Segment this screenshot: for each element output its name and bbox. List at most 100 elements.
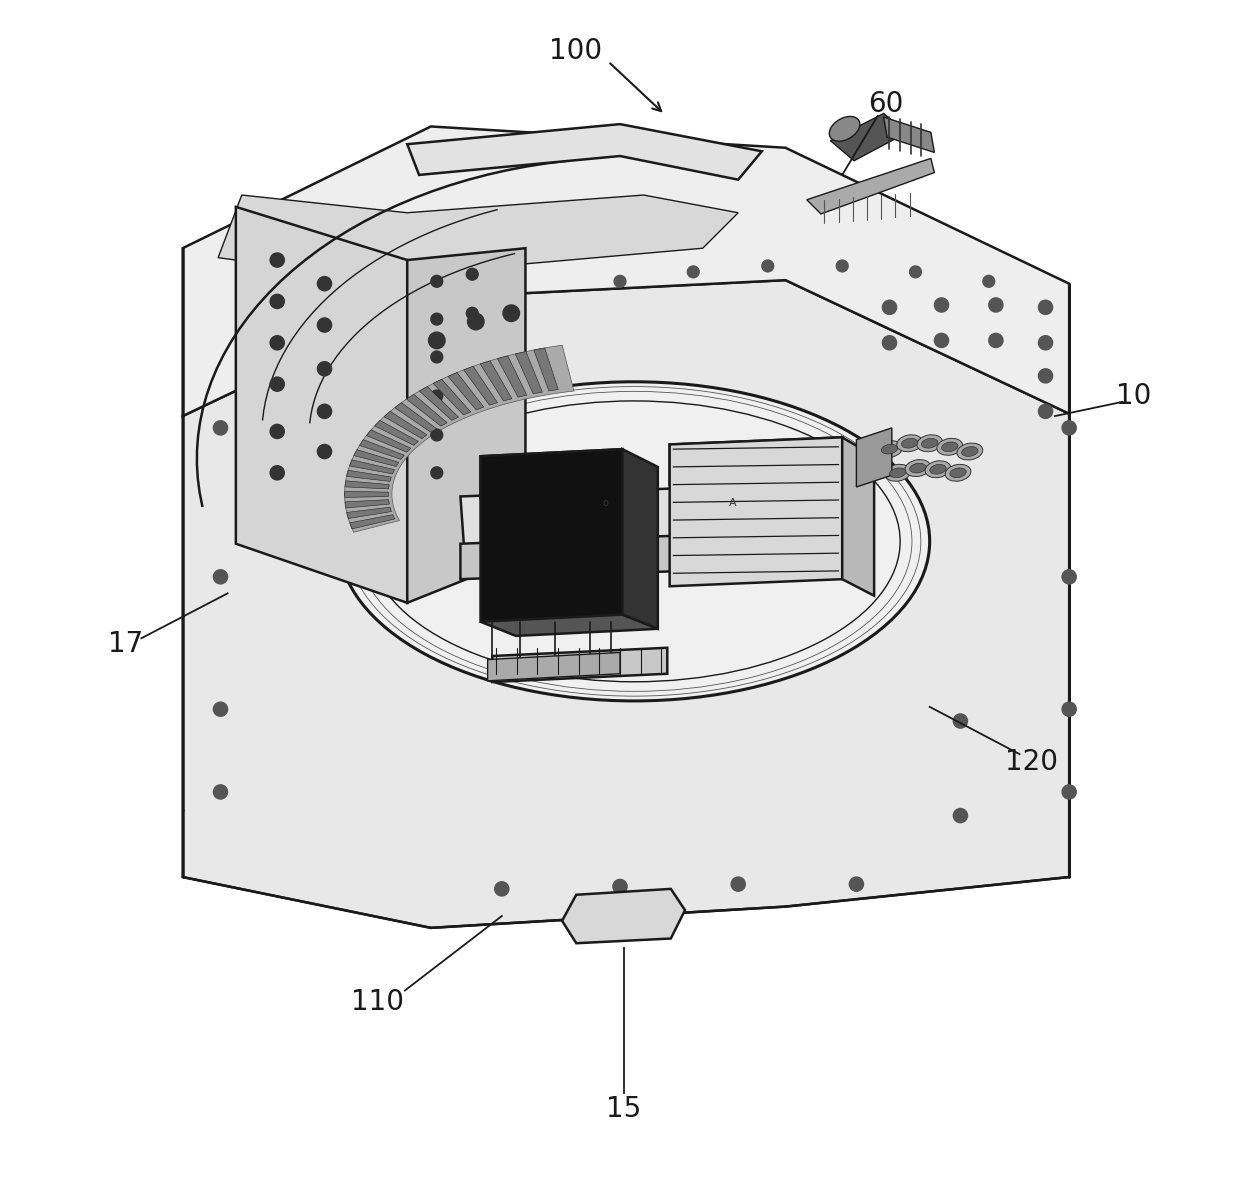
Circle shape [495,882,508,896]
Ellipse shape [889,468,906,478]
Polygon shape [562,889,684,943]
Text: 120: 120 [1004,748,1058,777]
Ellipse shape [930,465,946,474]
Text: 110: 110 [351,988,404,1017]
Polygon shape [350,460,394,474]
Polygon shape [353,449,399,467]
Circle shape [732,877,745,891]
Circle shape [430,390,443,402]
Circle shape [213,785,228,799]
Ellipse shape [941,442,959,452]
Ellipse shape [830,117,859,141]
Polygon shape [884,117,935,152]
Text: o: o [603,498,609,508]
Polygon shape [533,348,558,391]
Polygon shape [182,280,1069,928]
Polygon shape [345,492,388,498]
Text: 17: 17 [108,630,144,658]
Circle shape [935,333,949,348]
Circle shape [317,404,331,418]
Ellipse shape [877,441,903,457]
Ellipse shape [905,460,931,476]
Polygon shape [407,124,761,180]
Polygon shape [516,351,542,394]
Circle shape [988,298,1003,312]
Ellipse shape [945,465,971,481]
Polygon shape [480,361,512,401]
Polygon shape [448,372,484,410]
Circle shape [213,421,228,435]
Circle shape [1038,300,1053,314]
Ellipse shape [962,447,978,456]
Polygon shape [460,530,842,579]
Text: 10: 10 [1116,382,1152,410]
Polygon shape [360,440,404,460]
Circle shape [1063,421,1076,435]
Circle shape [317,318,331,332]
Polygon shape [481,449,622,499]
Text: A: A [728,498,737,508]
Circle shape [270,466,284,480]
Circle shape [430,429,443,441]
Text: 100: 100 [548,37,601,65]
Circle shape [430,467,443,479]
Polygon shape [487,652,620,681]
Polygon shape [419,387,459,421]
Circle shape [1063,702,1076,716]
Polygon shape [394,403,436,433]
Circle shape [430,351,443,363]
Circle shape [429,332,445,349]
Ellipse shape [916,435,942,452]
Polygon shape [367,430,410,453]
Polygon shape [236,207,407,603]
Circle shape [317,362,331,376]
Ellipse shape [897,435,923,452]
Text: 15: 15 [606,1095,641,1123]
Polygon shape [492,648,667,682]
Circle shape [613,879,627,894]
Circle shape [466,307,479,319]
Circle shape [1063,785,1076,799]
Circle shape [988,333,1003,348]
Circle shape [1063,570,1076,584]
Polygon shape [842,437,874,596]
Polygon shape [670,437,842,586]
Circle shape [1038,369,1053,383]
Circle shape [883,300,897,314]
Circle shape [270,424,284,439]
Circle shape [270,377,284,391]
Circle shape [849,877,863,891]
Polygon shape [407,248,526,603]
Circle shape [503,305,520,322]
Polygon shape [481,615,658,636]
Polygon shape [182,126,1069,416]
Ellipse shape [882,444,898,454]
Polygon shape [384,411,427,439]
Circle shape [910,266,921,278]
Polygon shape [350,514,394,528]
Circle shape [836,260,848,272]
Circle shape [467,313,484,330]
Circle shape [270,253,284,267]
Circle shape [317,277,331,291]
Ellipse shape [901,439,918,448]
Text: 60: 60 [868,90,904,118]
Circle shape [213,570,228,584]
Polygon shape [346,470,392,481]
Circle shape [213,702,228,716]
Polygon shape [831,113,908,161]
Circle shape [954,714,967,728]
Polygon shape [481,449,622,622]
Circle shape [430,275,443,287]
Circle shape [954,808,967,823]
Circle shape [614,275,626,287]
Polygon shape [347,507,392,519]
Ellipse shape [339,382,930,701]
Circle shape [270,294,284,309]
Ellipse shape [910,463,926,473]
Polygon shape [857,428,892,487]
Circle shape [466,268,479,280]
Circle shape [687,266,699,278]
Circle shape [270,336,284,350]
Polygon shape [497,356,527,397]
